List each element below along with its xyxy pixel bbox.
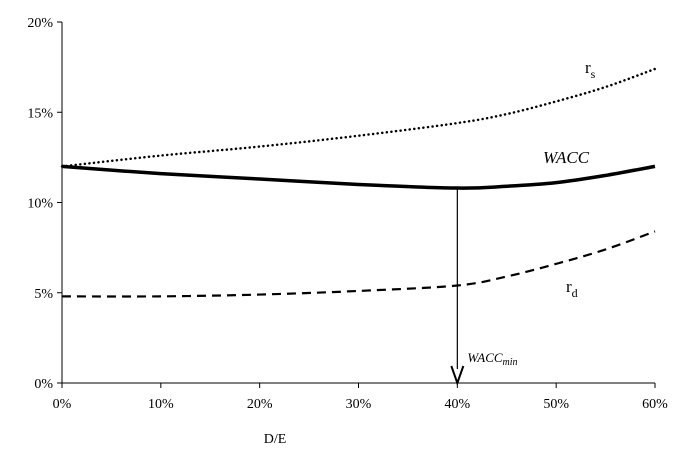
- series-lines: [60, 67, 657, 298]
- y-tick-label: 15%: [27, 106, 53, 121]
- series-label-wacc: WACC: [543, 148, 590, 167]
- y-tick-label: 20%: [27, 16, 53, 31]
- x-tick-label: 10%: [148, 397, 174, 412]
- wacc-min-arrowhead: [450, 365, 465, 387]
- series-label-wacc-main: WACC: [543, 148, 590, 167]
- x-tick-label: 40%: [444, 397, 470, 412]
- series-line-wacc: [61, 164, 656, 190]
- wacc-min-annotation: WACCmin: [450, 188, 518, 387]
- wacc-min-label-main: WACC: [467, 350, 503, 365]
- series-label-rd: rd: [566, 277, 578, 300]
- x-tick-label: 20%: [247, 397, 273, 412]
- series-label-rd-main: r: [566, 277, 572, 296]
- y-tick-label: 5%: [34, 287, 53, 302]
- y-tick-label: 10%: [27, 197, 53, 212]
- x-axis-ticks: 0% 10% 20% 30% 40% 50% 60%: [53, 383, 668, 412]
- wacc-min-label-sub: min: [503, 357, 518, 368]
- series-label-rd-sub: d: [572, 286, 578, 300]
- x-axis-title: D/E: [264, 432, 287, 447]
- series-line-rs: [60, 67, 657, 168]
- series-label-rs-sub: s: [591, 67, 596, 81]
- wacc-min-label: WACCmin: [467, 350, 517, 368]
- series-label-rs: rs: [585, 58, 596, 81]
- y-axis-ticks: 0% 5% 10% 15% 20%: [27, 16, 62, 392]
- x-tick-label: 50%: [543, 397, 569, 412]
- x-tick-label: 30%: [346, 397, 372, 412]
- y-tick-label: 0%: [34, 377, 53, 392]
- x-tick-label: 60%: [642, 397, 668, 412]
- axes: [61, 22, 655, 384]
- x-tick-label: 0%: [53, 397, 72, 412]
- series-label-rs-main: r: [585, 58, 591, 77]
